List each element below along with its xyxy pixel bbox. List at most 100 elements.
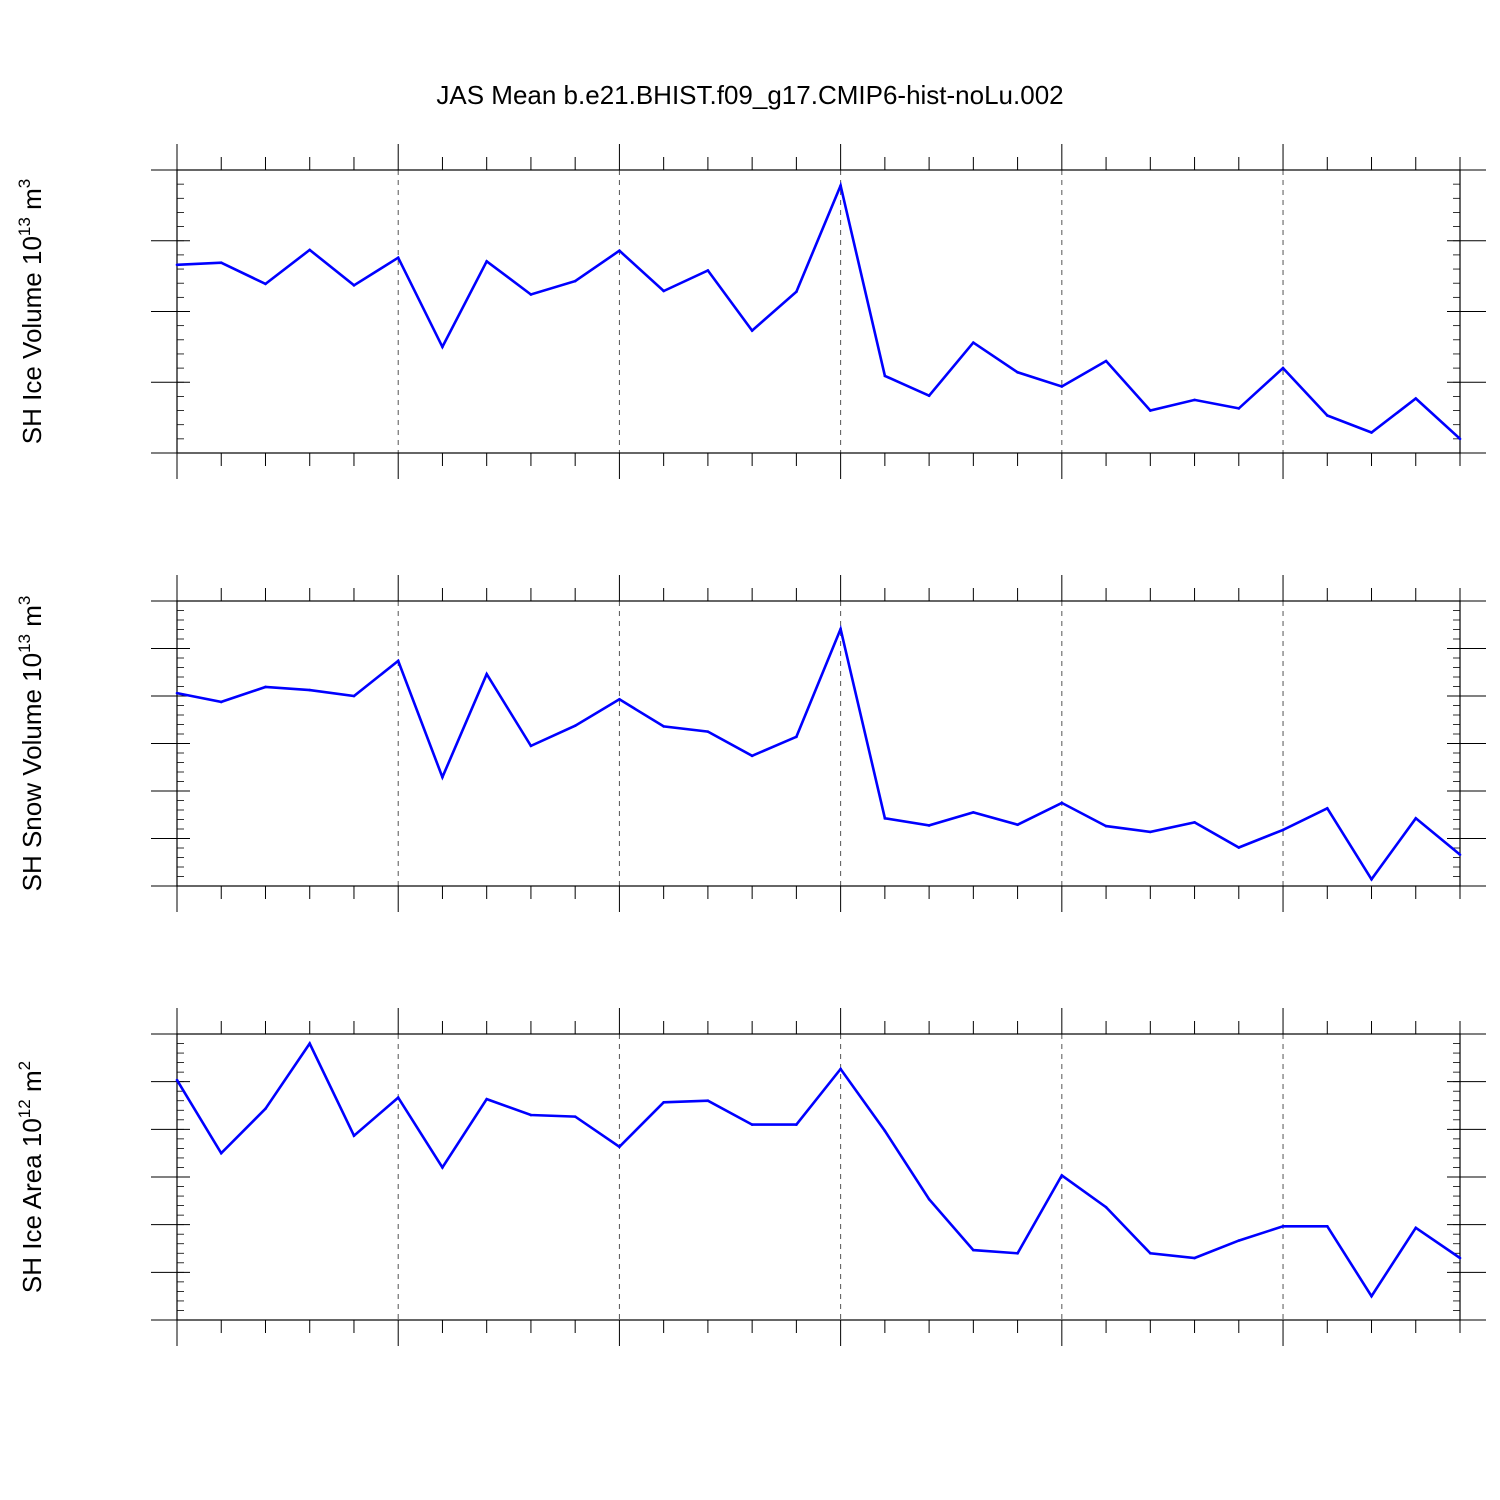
data-point bbox=[529, 1113, 533, 1117]
data-point bbox=[441, 775, 444, 779]
data-point bbox=[1414, 817, 1418, 820]
y-axis-label-exponent: 13 bbox=[15, 634, 34, 653]
data-point bbox=[529, 293, 533, 296]
data-point bbox=[573, 1115, 577, 1118]
data-point bbox=[352, 284, 356, 287]
y-axis-label: SH Ice Volume 1013 m3 bbox=[15, 179, 47, 444]
data-point bbox=[750, 329, 754, 332]
data-point bbox=[618, 1145, 621, 1149]
y-axis-label-unit-exponent: 2 bbox=[15, 1061, 34, 1070]
data-point bbox=[706, 730, 710, 733]
data-point bbox=[175, 1078, 179, 1082]
data-point bbox=[927, 1197, 931, 1201]
data-point bbox=[1193, 398, 1196, 402]
data-point bbox=[1325, 1224, 1329, 1228]
data-point bbox=[972, 811, 975, 814]
data-point bbox=[1458, 1256, 1462, 1260]
data-point bbox=[662, 725, 665, 728]
data-point bbox=[1104, 824, 1108, 828]
data-point bbox=[750, 754, 754, 758]
data-point bbox=[1149, 830, 1152, 834]
data-point bbox=[308, 688, 312, 692]
data-point bbox=[1149, 1251, 1152, 1255]
y-axis-label-text: SH Snow Volume 10 bbox=[17, 653, 47, 891]
y-axis-label: SH Snow Volume 1013 m3 bbox=[15, 596, 47, 892]
data-point bbox=[1237, 407, 1241, 410]
data-point bbox=[396, 1096, 400, 1099]
data-point bbox=[1325, 414, 1329, 417]
data-point bbox=[706, 1099, 710, 1103]
data-point bbox=[264, 1107, 267, 1110]
data-point bbox=[1016, 1251, 1019, 1255]
y-axis-label-unit: m bbox=[17, 188, 47, 217]
data-point bbox=[529, 744, 533, 748]
data-point bbox=[839, 627, 842, 631]
data-point bbox=[1414, 1226, 1418, 1230]
data-point bbox=[573, 724, 577, 727]
data-point bbox=[1325, 807, 1329, 810]
data-point bbox=[219, 1151, 223, 1155]
data-point bbox=[1370, 1294, 1373, 1298]
data-point bbox=[1414, 397, 1418, 400]
y-axis-label-exponent: 13 bbox=[15, 217, 34, 236]
data-point bbox=[1193, 821, 1196, 824]
data-point bbox=[662, 289, 665, 293]
panel-3: SH Ice Area 1012 m2 bbox=[15, 1008, 1486, 1346]
data-point bbox=[839, 184, 842, 187]
y-axis-label-exponent: 12 bbox=[15, 1099, 34, 1118]
data-point bbox=[1237, 1239, 1241, 1242]
data-point bbox=[1016, 823, 1019, 827]
data-point bbox=[396, 659, 400, 663]
data-point bbox=[618, 249, 621, 252]
data-point bbox=[883, 817, 887, 820]
data-point bbox=[1370, 431, 1373, 434]
data-point bbox=[1370, 878, 1373, 881]
data-point bbox=[1281, 1224, 1285, 1228]
data-point bbox=[396, 256, 400, 260]
series-line bbox=[175, 1040, 1461, 1299]
data-point bbox=[972, 1248, 975, 1252]
data-point bbox=[219, 261, 223, 264]
data-point bbox=[441, 345, 444, 349]
data-point bbox=[1281, 828, 1285, 832]
y-axis-label-unit: m bbox=[17, 1070, 47, 1099]
data-point bbox=[308, 248, 312, 252]
data-point bbox=[352, 694, 356, 698]
data-point bbox=[308, 1042, 312, 1045]
data-point bbox=[927, 394, 931, 397]
data-point bbox=[1104, 1205, 1108, 1209]
data-point bbox=[972, 341, 975, 344]
data-point bbox=[839, 1067, 842, 1071]
data-point bbox=[175, 263, 179, 267]
data-point bbox=[1458, 437, 1462, 441]
data-point bbox=[264, 282, 267, 286]
series-line bbox=[176, 181, 1461, 440]
y-axis-label-unit: m bbox=[17, 605, 47, 634]
data-point bbox=[441, 1166, 444, 1169]
y-axis-label-text: SH Ice Volume 10 bbox=[17, 236, 47, 444]
data-point bbox=[1060, 385, 1064, 388]
y-axis-label-text: SH Ice Area 10 bbox=[17, 1118, 47, 1293]
data-point bbox=[264, 685, 267, 689]
panel-2: SH Snow Volume 1013 m3 bbox=[15, 575, 1486, 912]
series-line bbox=[176, 624, 1461, 882]
data-point bbox=[1193, 1256, 1196, 1260]
data-point bbox=[1060, 1174, 1064, 1177]
data-point bbox=[352, 1134, 356, 1137]
data-point bbox=[927, 824, 931, 827]
data-point bbox=[883, 1129, 887, 1133]
data-point bbox=[1104, 359, 1108, 363]
data-point bbox=[1281, 366, 1285, 370]
data-point bbox=[706, 269, 710, 272]
data-point bbox=[795, 735, 798, 739]
data-point bbox=[883, 374, 887, 378]
figure-title: JAS Mean b.e21.BHIST.f09_g17.CMIP6-hist-… bbox=[436, 80, 1063, 110]
data-point bbox=[485, 259, 488, 263]
data-point bbox=[485, 1097, 488, 1101]
data-point bbox=[662, 1101, 665, 1104]
data-point bbox=[1149, 409, 1152, 412]
data-point bbox=[795, 290, 798, 293]
data-point bbox=[219, 700, 223, 704]
